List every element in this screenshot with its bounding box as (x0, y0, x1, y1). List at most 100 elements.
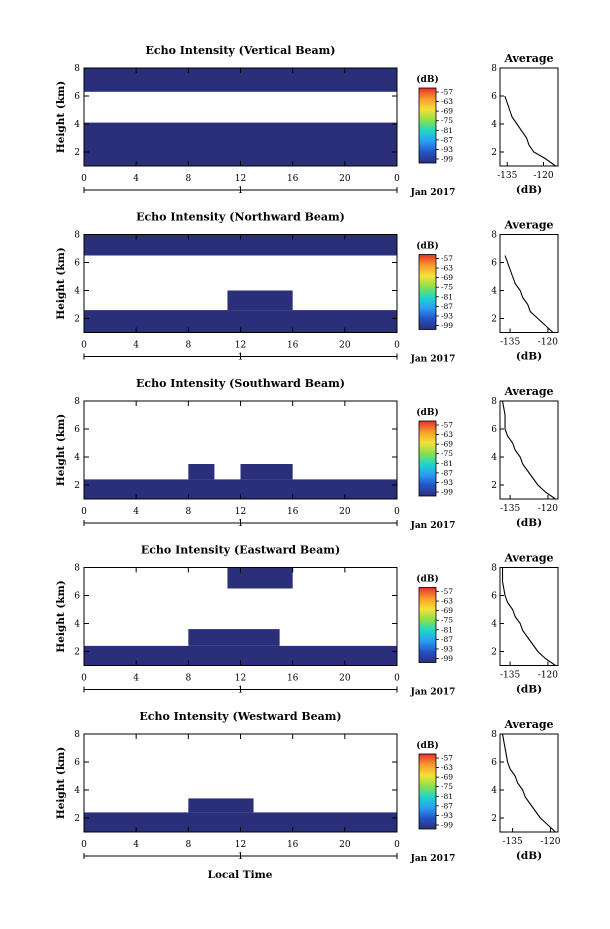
colorbar-tick-label: -87 (441, 302, 453, 311)
y-tick-label: 4 (74, 620, 80, 630)
colorbar-tick-label: -81 (441, 126, 453, 135)
average-profile-line (504, 95, 556, 167)
average-y-tick-label: 8 (491, 231, 497, 241)
y-tick-label: 4 (74, 287, 80, 297)
y-axis-label: Height (km) (55, 747, 67, 819)
average-x-tick-label: -135 (500, 338, 520, 348)
panel-title: Echo Intensity (Westward Beam) (139, 710, 341, 723)
heatmap-region (84, 479, 397, 499)
colorbar-tick-label: -69 (441, 773, 453, 782)
colorbar-tick-label: -99 (441, 155, 453, 164)
heatmap-region (84, 310, 397, 333)
colorbar-tick-label: -87 (441, 635, 453, 644)
date-label: Jan 2017 (410, 355, 456, 365)
x-tick-label: 4 (133, 174, 139, 184)
x-tick-label: 0 (394, 840, 400, 850)
average-y-tick-label: 4 (491, 287, 497, 297)
average-y-tick-label: 4 (491, 620, 497, 630)
x-tick-label: 0 (394, 507, 400, 517)
x-tick-label: 12 (235, 341, 246, 351)
x-tick-label: 8 (185, 674, 191, 684)
colorbar-tick-label: -75 (441, 449, 453, 458)
x-axis-label: Local Time (208, 869, 273, 881)
average-profile-line (501, 733, 556, 833)
y-tick-label: 4 (74, 120, 80, 130)
y-tick-label: 2 (74, 481, 80, 491)
colorbar-tick-label: -93 (441, 311, 453, 320)
colorbar-tick-label: -93 (441, 478, 453, 487)
average-title: Average (503, 219, 553, 232)
heatmap-region (84, 812, 397, 832)
colorbar-tick-label: -69 (441, 606, 453, 615)
y-tick-label: 8 (74, 64, 80, 74)
x-tick-label: 12 (235, 507, 246, 517)
colorbar (418, 587, 437, 663)
average-y-tick-label: 6 (491, 758, 497, 768)
panels: Echo Intensity (Vertical Beam) 2 4 6 8 Height… (55, 44, 561, 864)
colorbar-tick-label: -81 (441, 292, 453, 301)
average-y-tick-label: 4 (491, 120, 497, 130)
average-x-label: (dB) (516, 184, 542, 196)
colorbar (418, 87, 437, 164)
x-tick-label: 16 (287, 174, 299, 184)
colorbar-tick-label: -81 (441, 792, 453, 801)
colorbar-tick-label: -99 (441, 821, 453, 830)
average-y-tick-label: 4 (491, 453, 497, 463)
average-y-tick-label: 8 (491, 64, 497, 74)
colorbar-tick-label: -87 (441, 801, 453, 810)
colorbar-tick-label: -69 (441, 273, 453, 282)
x-tick-label: 4 (133, 674, 139, 684)
average-x-tick-label: -120 (538, 671, 558, 681)
x-tick-label: 16 (287, 674, 299, 684)
average-title: Average (503, 385, 553, 398)
average-frame (499, 567, 559, 666)
colorbar-tick-label: -87 (441, 468, 453, 477)
x-tick-label: 8 (185, 174, 191, 184)
panel-title: Echo Intensity (Vertical Beam) (145, 44, 335, 57)
heatmap-region (188, 798, 254, 813)
heatmap-region (240, 464, 293, 480)
x-tick-label: 20 (339, 674, 351, 684)
x-tick-label: 12 (235, 174, 246, 184)
y-axis-label: Height (km) (55, 81, 67, 153)
x-tick-label: 12 (235, 840, 246, 850)
average-y-tick-label: 2 (491, 315, 497, 325)
average-frame (499, 733, 559, 833)
colorbar-tick-label: -63 (441, 264, 453, 273)
panel-4: Echo Intensity (Westward Beam) 2 4 6 8 Height… (55, 710, 561, 864)
x-tick-label: 20 (339, 341, 351, 351)
colorbar (418, 254, 437, 330)
colorbar (418, 753, 437, 830)
x-tick-label: 0 (81, 174, 87, 184)
average-profile-line (501, 400, 556, 500)
colorbar-tick-label: -57 (441, 88, 453, 97)
x-tick-label: 16 (287, 507, 299, 517)
average-y-tick-label: 8 (491, 564, 497, 574)
x-tick-label: 16 (287, 840, 299, 850)
panel-2: Echo Intensity (Southward Beam) 2 4 6 8 Heigh… (55, 377, 559, 531)
date-label: Jan 2017 (410, 688, 456, 698)
y-axis-label: Height (km) (55, 414, 67, 486)
y-tick-label: 6 (74, 758, 80, 768)
average-title: Average (503, 52, 553, 65)
y-tick-label: 6 (74, 92, 80, 102)
panel-title: Echo Intensity (Southward Beam) (136, 377, 345, 390)
panel-title: Echo Intensity (Eastward Beam) (141, 544, 340, 557)
colorbar-tick-label: -69 (441, 440, 453, 449)
y-tick-label: 8 (74, 397, 80, 407)
x-tick-label: 4 (133, 840, 139, 850)
x-tick-label: 12 (235, 674, 246, 684)
average-y-tick-label: 6 (491, 425, 497, 435)
average-x-tick-label: -135 (500, 671, 520, 681)
colorbar-tick-label: -99 (441, 654, 453, 663)
average-y-tick-label: 2 (491, 148, 497, 158)
y-tick-label: 2 (74, 315, 80, 325)
colorbar-tick-label: -93 (441, 644, 453, 653)
average-y-tick-label: 6 (491, 592, 497, 602)
heatmap-region (84, 234, 397, 256)
heatmap-region (84, 68, 397, 92)
panel-3: Echo Intensity (Eastward Beam) 2 4 6 8 Height… (55, 544, 559, 698)
date-label: Jan 2017 (410, 521, 456, 531)
colorbar-tick-label: -99 (441, 321, 453, 330)
